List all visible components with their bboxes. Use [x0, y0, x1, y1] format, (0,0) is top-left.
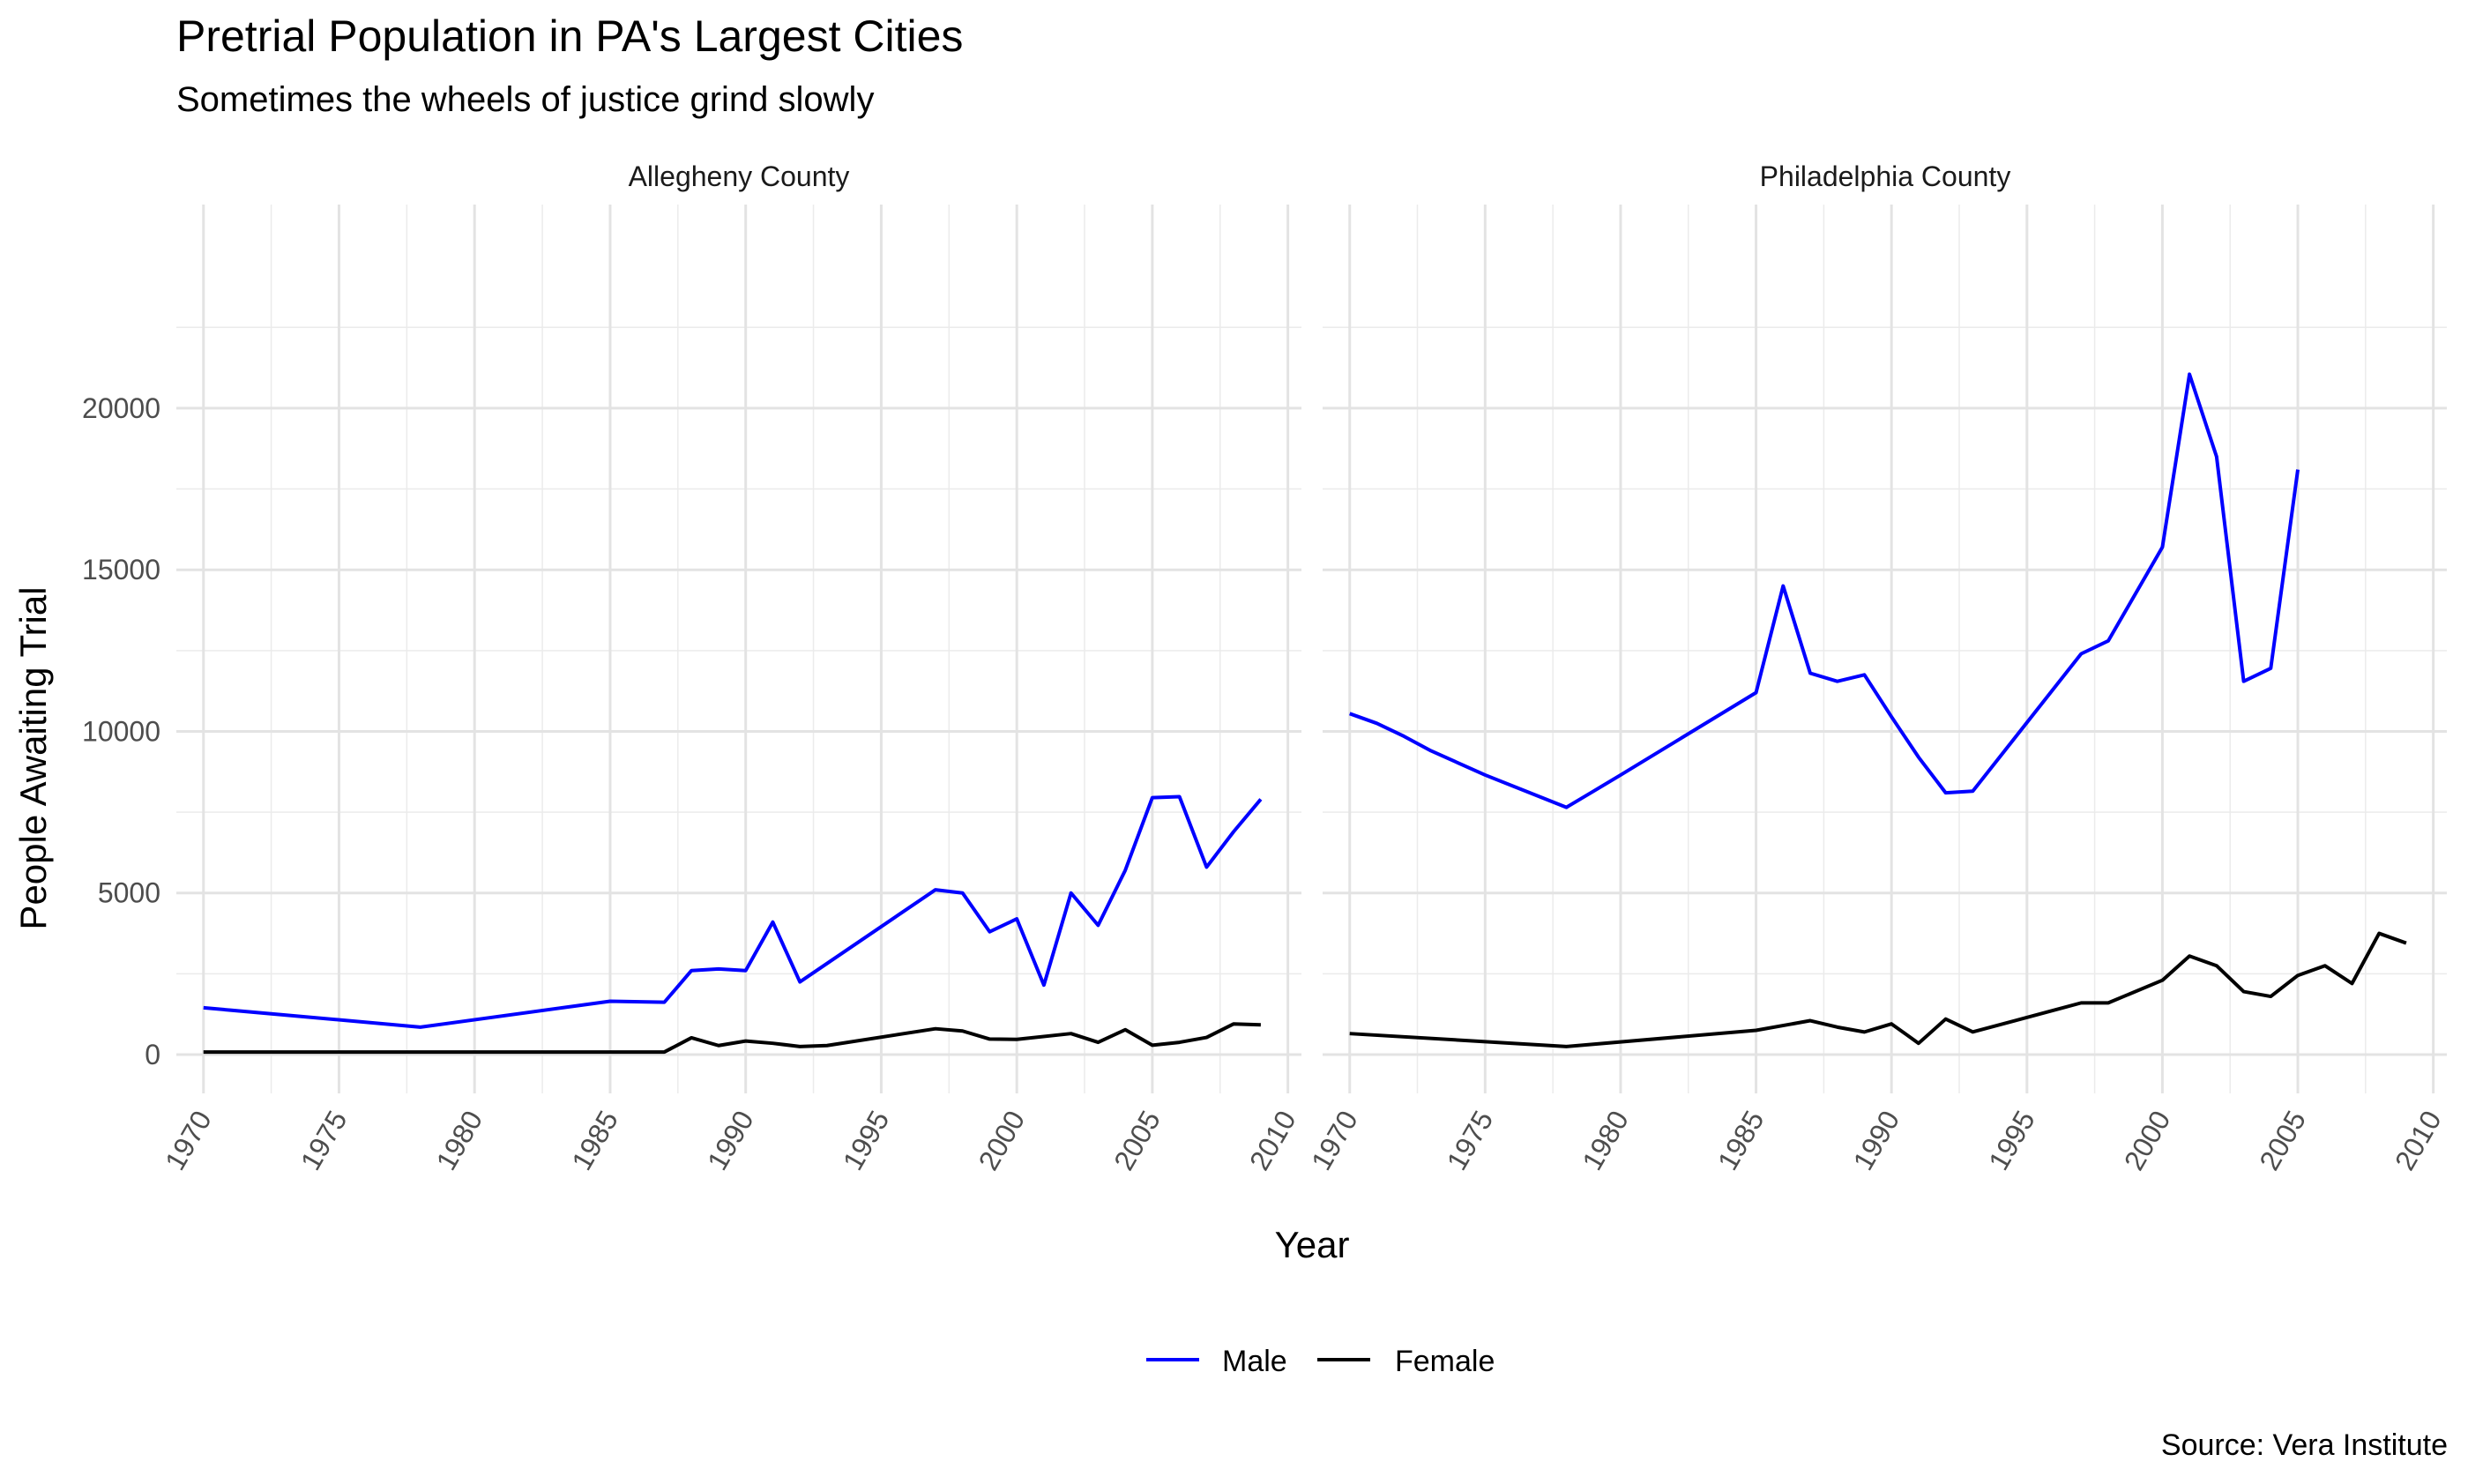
panel-title: Philadelphia County	[1760, 160, 2011, 192]
y-axis-title: People Awaiting Trial	[12, 586, 54, 929]
legend-label-male: Male	[1222, 1345, 1287, 1378]
series-line-female	[203, 1022, 1261, 1055]
panel-title: Allegheny County	[629, 160, 850, 192]
gridlines	[1323, 205, 2447, 1093]
y-tick-label: 20000	[82, 392, 160, 424]
series-line-female	[1349, 931, 2407, 1048]
chart-subtitle: Sometimes the wheels of justice grind sl…	[176, 80, 874, 119]
y-tick-label: 0	[145, 1039, 160, 1070]
legend: Male Female	[1146, 1345, 1495, 1378]
x-axis-title: Year	[1275, 1224, 1350, 1265]
y-tick-label: 15000	[82, 554, 160, 585]
y-tick-label: 5000	[98, 877, 160, 909]
caption: Source: Vera Institute	[2161, 1428, 2448, 1462]
y-tick-labels: 0 5000 10000 15000 20000	[82, 392, 160, 1070]
y-tick-label: 10000	[82, 715, 160, 747]
series-line-male	[203, 794, 1263, 1029]
chart-title: Pretrial Population in PA's Largest Citi…	[176, 11, 963, 61]
gridlines	[176, 205, 1301, 1093]
legend-label-female: Female	[1395, 1345, 1495, 1378]
series-line-male	[1349, 372, 2300, 809]
